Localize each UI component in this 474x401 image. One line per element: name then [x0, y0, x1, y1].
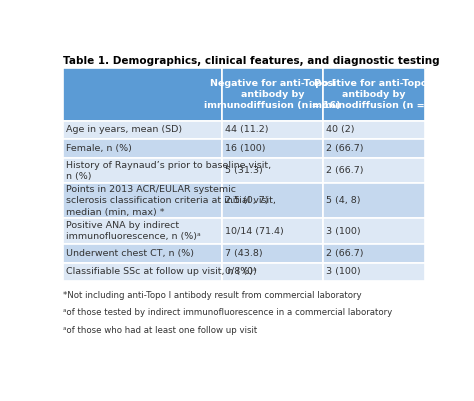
Text: Table 1. Demographics, clinical features, and diagnostic testing: Table 1. Demographics, clinical features…	[63, 56, 439, 66]
Text: 44 (11.2): 44 (11.2)	[225, 126, 269, 134]
FancyBboxPatch shape	[323, 244, 425, 263]
Text: 40 (2): 40 (2)	[327, 126, 355, 134]
FancyBboxPatch shape	[63, 139, 222, 158]
Text: 2.5 (0, 7): 2.5 (0, 7)	[225, 196, 269, 205]
Text: 2 (66.7): 2 (66.7)	[327, 166, 364, 175]
FancyBboxPatch shape	[323, 68, 425, 121]
Text: 3 (100): 3 (100)	[327, 227, 361, 236]
Text: 0/8 (0): 0/8 (0)	[225, 267, 257, 276]
Text: 5 (4, 8): 5 (4, 8)	[327, 196, 361, 205]
Text: ᵃof those tested by indirect immunofluorescence in a commercial laboratory: ᵃof those tested by indirect immunofluor…	[63, 308, 392, 318]
Text: 7 (43.8): 7 (43.8)	[225, 249, 263, 258]
FancyBboxPatch shape	[323, 183, 425, 219]
Text: Underwent chest CT, n (%): Underwent chest CT, n (%)	[66, 249, 194, 258]
FancyBboxPatch shape	[63, 158, 222, 183]
FancyBboxPatch shape	[222, 263, 323, 281]
Text: Points in 2013 ACR/EULAR systemic
sclerosis classification criteria at initial v: Points in 2013 ACR/EULAR systemic sclero…	[66, 185, 276, 217]
Text: Female, n (%): Female, n (%)	[66, 144, 132, 153]
FancyBboxPatch shape	[222, 183, 323, 219]
Text: *Not including anti-Topo I antibody result from commercial laboratory: *Not including anti-Topo I antibody resu…	[63, 290, 362, 300]
FancyBboxPatch shape	[323, 121, 425, 139]
FancyBboxPatch shape	[63, 244, 222, 263]
Text: 10/14 (71.4): 10/14 (71.4)	[225, 227, 284, 236]
FancyBboxPatch shape	[63, 263, 222, 281]
FancyBboxPatch shape	[222, 68, 323, 121]
FancyBboxPatch shape	[222, 244, 323, 263]
Text: 2 (66.7): 2 (66.7)	[327, 249, 364, 258]
FancyBboxPatch shape	[63, 219, 222, 244]
FancyBboxPatch shape	[222, 219, 323, 244]
Text: ᵃof those who had at least one follow up visit: ᵃof those who had at least one follow up…	[63, 326, 257, 335]
FancyBboxPatch shape	[222, 158, 323, 183]
Text: 16 (100): 16 (100)	[225, 144, 265, 153]
FancyBboxPatch shape	[323, 263, 425, 281]
Text: 2 (66.7): 2 (66.7)	[327, 144, 364, 153]
Text: Classifiable SSc at follow up visit, n (%)ᵃ: Classifiable SSc at follow up visit, n (…	[66, 267, 256, 276]
FancyBboxPatch shape	[323, 139, 425, 158]
Text: Positive ANA by indirect
immunofluorescence, n (%)ᵃ: Positive ANA by indirect immunofluoresce…	[66, 221, 201, 241]
FancyBboxPatch shape	[63, 183, 222, 219]
Text: History of Raynaud’s prior to baseline visit,
n (%): History of Raynaud’s prior to baseline v…	[66, 160, 271, 181]
FancyBboxPatch shape	[63, 121, 222, 139]
FancyBboxPatch shape	[323, 219, 425, 244]
Text: Negative for anti-Topo I
antibody by
immunodiffusion (n = 16): Negative for anti-Topo I antibody by imm…	[204, 79, 341, 110]
Text: Positive for anti-Topo I
antibody by
immunodiffusion (n = 3): Positive for anti-Topo I antibody by imm…	[309, 79, 439, 110]
Text: 5 (31.3): 5 (31.3)	[225, 166, 263, 175]
FancyBboxPatch shape	[63, 68, 222, 121]
Text: Age in years, mean (SD): Age in years, mean (SD)	[66, 126, 182, 134]
FancyBboxPatch shape	[222, 121, 323, 139]
FancyBboxPatch shape	[222, 139, 323, 158]
Text: 3 (100): 3 (100)	[327, 267, 361, 276]
FancyBboxPatch shape	[323, 158, 425, 183]
